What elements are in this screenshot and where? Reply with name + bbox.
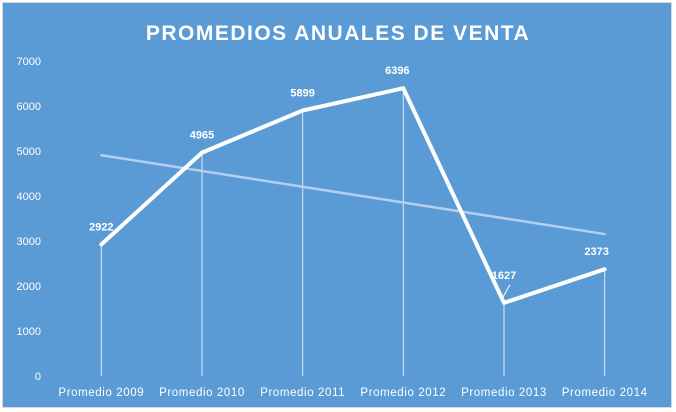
chart-title: PROMEDIOS ANUALES DE VENTA [146, 22, 530, 45]
line-chart: PROMEDIOS ANUALES DE VENTA 0 1000 2000 3000… [17, 22, 647, 399]
y-tick-label: 2000 [17, 281, 41, 293]
y-tick-label: 4000 [17, 191, 41, 203]
data-label: 6396 [385, 65, 409, 77]
data-label: 2922 [89, 222, 113, 234]
series-layer [99, 86, 607, 305]
x-tick-label: Promedio 2010 [159, 387, 245, 399]
x-tick-label: Promedio 2013 [461, 387, 547, 399]
chart-area: PROMEDIOS ANUALES DE VENTA 0 1000 2000 3000… [2, 2, 672, 408]
data-labels: 2922 4965 5899 6396 1627 2373 [89, 65, 609, 300]
y-tick-label: 0 [35, 371, 41, 383]
y-axis: 0 1000 2000 3000 4000 5000 6000 7000 [17, 56, 41, 383]
x-tick-label: Promedio 2014 [562, 387, 648, 399]
x-axis: Promedio 2009 Promedio 2010 Promedio 2011 P… [58, 387, 647, 399]
x-tick-label: Promedio 2011 [260, 387, 345, 399]
drop-lines [100, 88, 606, 376]
x-tick-label: Promedio 2012 [360, 387, 446, 399]
data-label: 4965 [190, 130, 214, 142]
y-tick-label: 6000 [17, 101, 41, 113]
trendline-layer [100, 153, 606, 236]
trendline [100, 153, 606, 236]
series-line [99, 86, 607, 305]
data-label: 1627 [492, 270, 516, 282]
y-tick-label: 1000 [17, 326, 41, 338]
y-tick-label: 7000 [17, 56, 41, 68]
data-label: 2373 [584, 246, 608, 258]
x-tick-label: Promedio 2009 [58, 387, 144, 399]
y-tick-label: 3000 [17, 236, 41, 248]
data-label-leader [501, 284, 511, 300]
data-label: 5899 [290, 88, 314, 100]
y-tick-label: 5000 [17, 146, 41, 158]
